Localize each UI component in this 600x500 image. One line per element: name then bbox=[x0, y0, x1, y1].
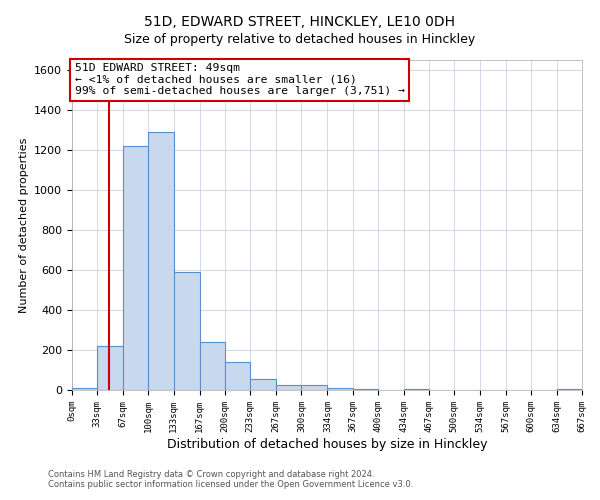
Bar bbox=[173, 272, 200, 390]
Y-axis label: Number of detached properties: Number of detached properties bbox=[19, 138, 29, 312]
Text: Size of property relative to detached houses in Hinckley: Size of property relative to detached ho… bbox=[124, 32, 476, 46]
Bar bbox=[225, 362, 250, 390]
Bar bbox=[97, 346, 123, 390]
Bar bbox=[353, 389, 378, 390]
Bar bbox=[200, 342, 225, 390]
Bar bbox=[276, 385, 301, 390]
Bar bbox=[148, 132, 173, 390]
Bar bbox=[250, 379, 276, 390]
Bar bbox=[301, 385, 328, 390]
Bar bbox=[123, 146, 148, 390]
X-axis label: Distribution of detached houses by size in Hinckley: Distribution of detached houses by size … bbox=[167, 438, 487, 450]
Text: 51D EDWARD STREET: 49sqm
← <1% of detached houses are smaller (16)
99% of semi-d: 51D EDWARD STREET: 49sqm ← <1% of detach… bbox=[74, 64, 404, 96]
Text: Contains HM Land Registry data © Crown copyright and database right 2024.
Contai: Contains HM Land Registry data © Crown c… bbox=[48, 470, 413, 489]
Bar bbox=[72, 388, 97, 390]
Text: 51D, EDWARD STREET, HINCKLEY, LE10 0DH: 51D, EDWARD STREET, HINCKLEY, LE10 0DH bbox=[145, 15, 455, 29]
Bar bbox=[328, 388, 353, 390]
